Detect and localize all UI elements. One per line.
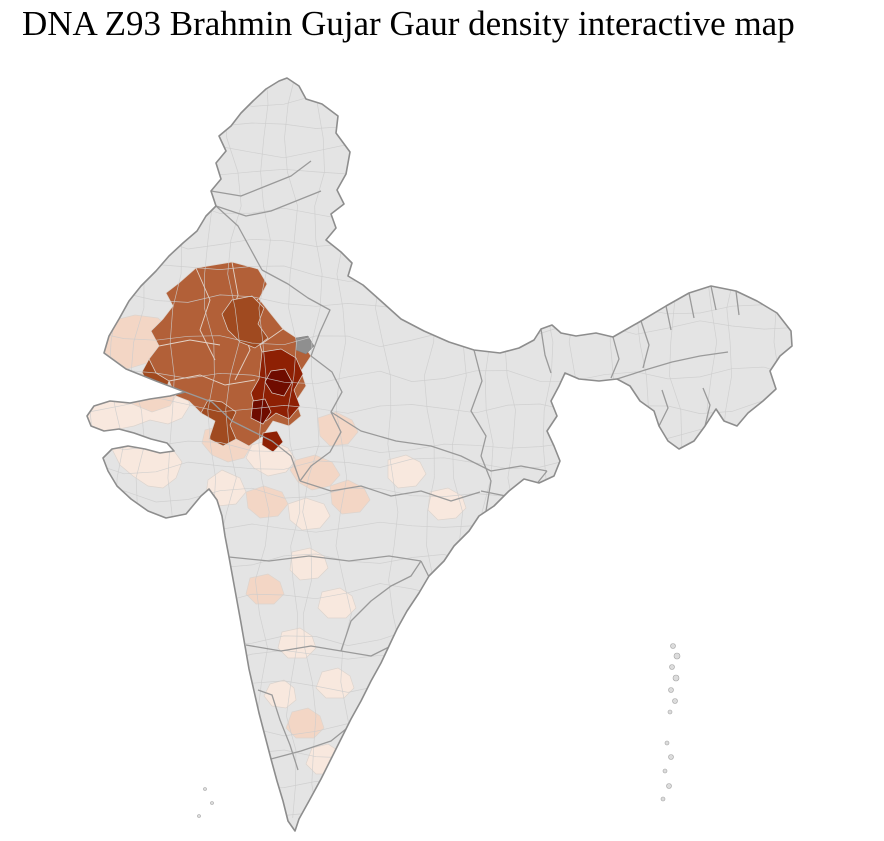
island[interactable] (662, 768, 668, 774)
district[interactable] (289, 547, 329, 581)
island[interactable] (666, 783, 672, 789)
island[interactable] (203, 787, 207, 791)
district[interactable] (561, 449, 581, 469)
island[interactable] (660, 796, 666, 802)
island[interactable] (673, 652, 681, 660)
density-level-4-districts[interactable] (141, 295, 269, 447)
island[interactable] (672, 698, 678, 704)
island-chain[interactable] (197, 643, 681, 818)
district[interactable] (387, 454, 427, 489)
district[interactable] (285, 707, 325, 739)
island[interactable] (667, 709, 673, 715)
island[interactable] (672, 674, 680, 682)
density-level-1-districts[interactable] (87, 391, 467, 775)
island[interactable] (670, 643, 676, 649)
island[interactable] (669, 664, 675, 670)
district[interactable] (287, 497, 331, 531)
density-level-6-districts[interactable] (250, 368, 293, 425)
india-landmass[interactable] (87, 78, 792, 831)
district[interactable] (317, 411, 359, 447)
district[interactable] (200, 399, 237, 447)
island[interactable] (668, 754, 674, 760)
island[interactable] (197, 814, 201, 818)
island[interactable] (668, 687, 674, 693)
island[interactable] (664, 740, 670, 746)
district[interactable] (315, 667, 355, 699)
district[interactable] (221, 295, 269, 349)
map-title: DNA Z93 Brahmin Gujar Gaur density inter… (22, 4, 795, 43)
island[interactable] (210, 801, 214, 805)
